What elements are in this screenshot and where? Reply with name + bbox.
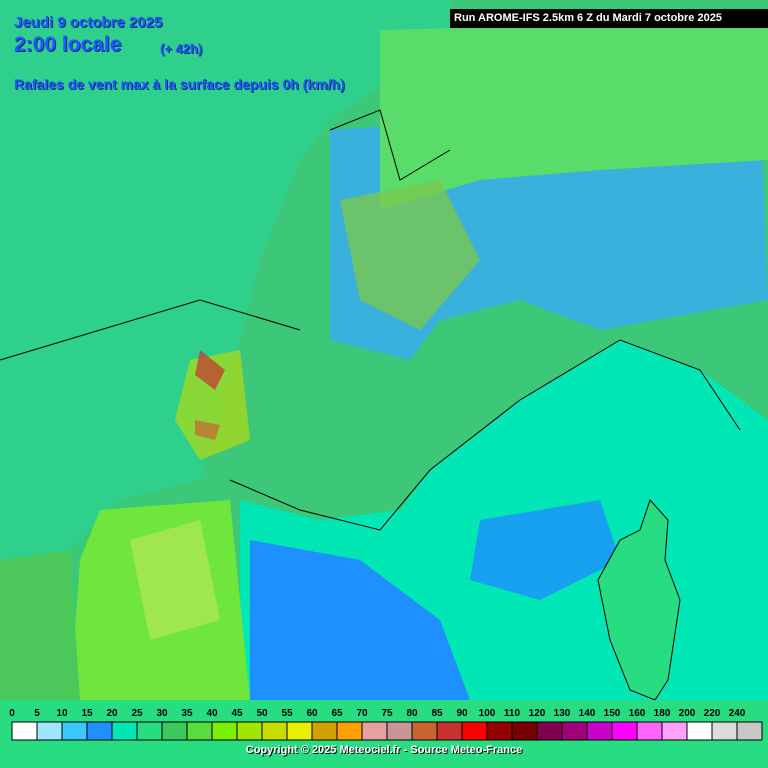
legend-label: 35 bbox=[181, 708, 193, 719]
legend-label: 60 bbox=[306, 708, 318, 719]
legend-label: 10 bbox=[56, 708, 68, 719]
legend-swatch bbox=[261, 721, 288, 741]
legend-label: 130 bbox=[554, 708, 571, 719]
legend-swatch bbox=[111, 721, 138, 741]
legend-label: 75 bbox=[381, 708, 393, 719]
legend-swatch bbox=[636, 721, 663, 741]
legend-swatch bbox=[236, 721, 263, 741]
legend-label: 150 bbox=[604, 708, 621, 719]
legend-swatch bbox=[736, 721, 763, 741]
catalonia bbox=[0, 550, 80, 700]
legend-swatch bbox=[461, 721, 488, 741]
subtitle: Rafales de vent max à la surface depuis … bbox=[14, 76, 345, 92]
legend-swatch bbox=[511, 721, 538, 741]
time: 2:00 locale bbox=[14, 33, 122, 56]
legend-label: 55 bbox=[281, 708, 293, 719]
legend-swatch bbox=[61, 721, 88, 741]
legend-label: 180 bbox=[654, 708, 671, 719]
gust-peak bbox=[195, 350, 225, 390]
legend-label: 15 bbox=[81, 708, 93, 719]
legend-label: 220 bbox=[704, 708, 721, 719]
legend-label: 45 bbox=[231, 708, 243, 719]
legend-label: 160 bbox=[629, 708, 646, 719]
legend-swatch bbox=[661, 721, 688, 741]
legend-swatch bbox=[186, 721, 213, 741]
alps bbox=[380, 20, 768, 210]
legend-label: 65 bbox=[331, 708, 343, 719]
legend-label: 110 bbox=[504, 708, 521, 719]
legend-swatch bbox=[361, 721, 388, 741]
legend-swatch bbox=[36, 721, 63, 741]
sea-calm bbox=[250, 540, 470, 700]
legend-label: 20 bbox=[106, 708, 118, 719]
gulf-core bbox=[130, 520, 220, 640]
legend-swatch bbox=[411, 721, 438, 741]
legend-swatch bbox=[311, 721, 338, 741]
legend-swatch bbox=[561, 721, 588, 741]
corsica bbox=[597, 499, 681, 701]
legend-swatch bbox=[136, 721, 163, 741]
legend-swatch bbox=[686, 721, 713, 741]
legend-swatch bbox=[336, 721, 363, 741]
land-france bbox=[0, 0, 450, 560]
gust-peak-2 bbox=[195, 420, 220, 440]
run-info: Run AROME-IFS 2.5km 6 Z du Mardi 7 octob… bbox=[450, 9, 768, 28]
date: Jeudi 9 octobre 2025 bbox=[14, 14, 163, 31]
legend-label: 85 bbox=[431, 708, 443, 719]
legend-label: 50 bbox=[256, 708, 268, 719]
legend-swatch bbox=[586, 721, 613, 741]
legend-label: 5 bbox=[34, 708, 40, 719]
legend-swatch bbox=[611, 721, 638, 741]
legend-swatch bbox=[486, 721, 513, 741]
legend-label: 90 bbox=[456, 708, 468, 719]
legend-swatch bbox=[211, 721, 238, 741]
legend-label: 100 bbox=[479, 708, 496, 719]
copyright: Copyright © 2025 Meteociel.fr - Source M… bbox=[245, 744, 523, 756]
legend-label: 70 bbox=[356, 708, 368, 719]
lead-time: (+ 42h) bbox=[160, 41, 203, 56]
legend-swatch bbox=[386, 721, 413, 741]
legend-label: 80 bbox=[406, 708, 418, 719]
legend-label: 120 bbox=[529, 708, 546, 719]
legend-label: 25 bbox=[131, 708, 143, 719]
legend-label: 30 bbox=[156, 708, 168, 719]
legend-swatch bbox=[86, 721, 113, 741]
borders bbox=[0, 109, 741, 531]
legend-label: 240 bbox=[729, 708, 746, 719]
legend-swatch bbox=[711, 721, 738, 741]
legend-swatch bbox=[11, 721, 38, 741]
cevennes bbox=[175, 350, 250, 460]
sea-calm-2 bbox=[470, 500, 620, 600]
legend-label: 40 bbox=[206, 708, 218, 719]
legend-swatch bbox=[536, 721, 563, 741]
alps-south bbox=[340, 180, 480, 330]
legend-swatch bbox=[161, 721, 188, 741]
legend: 0 5 10 15 20 25 30 35 40 45 50 55 60 65 70 75 80 85 90 100 1… bbox=[9, 708, 763, 741]
legend-swatch bbox=[436, 721, 463, 741]
legend-label: 140 bbox=[579, 708, 596, 719]
legend-swatch bbox=[286, 721, 313, 741]
legend-label: 200 bbox=[679, 708, 696, 719]
legend-label: 0 bbox=[9, 708, 15, 719]
